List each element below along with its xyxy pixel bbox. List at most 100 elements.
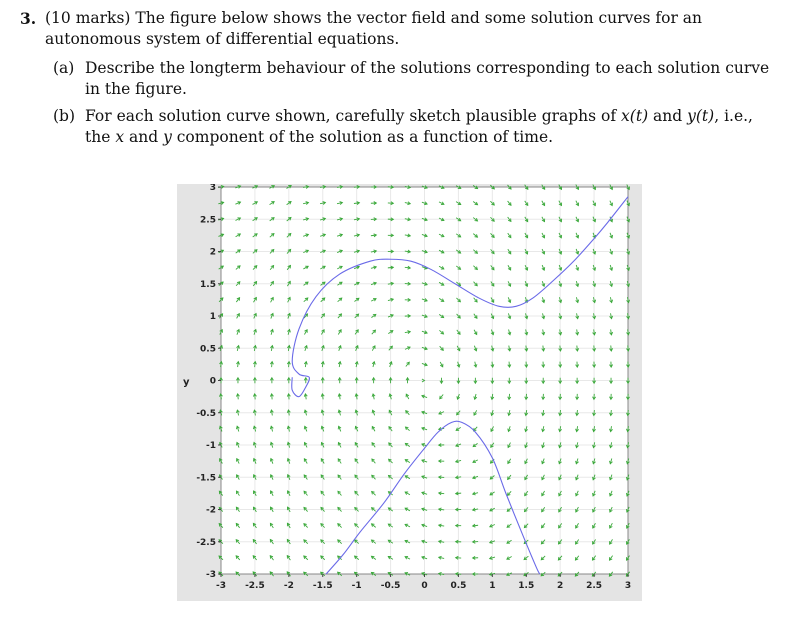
x-tick-label: -2.5 [245,581,265,591]
field-arrow-shaft [337,281,343,286]
field-arrow-shaft [303,458,308,464]
field-arrow-head [219,313,224,317]
field-arrow-shaft [558,539,563,545]
field-arrow [236,312,240,319]
field-arrow [541,490,545,497]
field-arrow-shaft [473,297,478,303]
field-arrow-head [507,364,512,368]
field-arrow [253,360,257,368]
field-arrow-shaft [489,524,496,528]
field-arrow-shaft [455,201,461,205]
field-arrow-shaft [270,329,274,335]
field-arrow-shaft [438,217,445,221]
field-arrow-shaft [455,459,462,463]
question-intro: (10 marks) The figure below shows the ve… [45,8,780,50]
field-arrow-shaft [421,330,428,334]
field-arrow [421,426,428,431]
field-arrow-head [557,556,562,561]
field-arrow-head [373,265,378,270]
field-arrow [575,297,580,304]
field-arrow-head [558,428,562,433]
field-arrow-head [541,412,546,417]
field-arrow-head [592,541,596,545]
field-arrow-shaft [337,474,342,480]
field-arrow-shaft [371,442,376,448]
field-arrow [490,377,495,385]
field-arrow-head [457,315,461,319]
field-arrow-shaft [421,217,428,221]
field-arrow-head [541,186,546,191]
solution-curves [291,196,629,575]
field-arrow-head [524,348,529,352]
field-arrow [490,297,495,304]
field-arrow [507,313,512,320]
field-arrow-shaft [355,426,359,432]
field-arrow-shaft [235,281,241,287]
field-arrow-shaft [354,474,359,480]
field-arrow [303,441,308,448]
field-arrow-head [269,571,274,575]
field-arrow-head [407,297,412,302]
field-arrow-shaft [626,264,630,271]
field-arrow-head [421,394,425,399]
field-arrow [235,490,240,496]
field-arrow [337,506,342,512]
field-arrow-head [388,393,393,398]
field-arrow-head [354,458,359,462]
field-arrow [541,200,546,207]
field-arrow [354,441,359,448]
field-arrow [609,329,614,336]
field-arrow [303,249,310,254]
field-arrow-head [303,506,307,511]
field-arrow-head [404,442,409,447]
field-arrow-head [388,442,392,446]
field-arrow [404,314,412,318]
field-arrow [626,361,630,368]
field-arrow-head [371,425,376,430]
field-arrow-shaft [303,249,309,254]
field-arrow-shaft [303,539,309,544]
field-arrow-head [437,555,442,560]
field-arrow-head [355,329,359,333]
field-arrow [558,200,563,207]
field-arrow-head [507,299,512,304]
field-arrow [473,265,478,271]
field-arrow-shaft [472,443,478,447]
field-arrow-shaft [609,297,613,303]
field-arrow-head [387,555,392,560]
field-arrow-head [471,507,476,512]
field-arrow-head [388,376,393,381]
field-arrow [454,507,462,512]
field-arrow-head [286,360,291,365]
field-arrow-head [424,282,428,286]
field-arrow-head [507,347,512,352]
field-arrow-head [322,249,327,254]
field-arrow-head [626,525,630,529]
field-arrow-head [558,364,563,368]
field-arrow [303,539,309,544]
field-arrow-head [541,331,546,336]
field-arrow [404,523,411,528]
field-arrow-shaft [473,265,478,270]
field-arrow [524,377,529,385]
field-arrow-head [269,360,274,365]
field-arrow-shaft [303,281,309,286]
field-arrow [235,296,241,303]
field-arrow-shaft [626,200,630,206]
field-arrow-head [592,476,596,481]
field-arrow-head [440,298,445,302]
field-arrow-shaft [405,426,410,432]
field-arrow-head [219,360,223,365]
field-arrow-shaft [540,555,546,561]
field-arrow-shaft [421,314,428,318]
field-arrow-shaft [439,394,444,400]
field-arrow-head [354,490,358,495]
field-arrow [370,281,378,286]
field-arrow [524,281,529,288]
field-arrow-shaft [320,265,326,270]
field-arrow [252,233,258,238]
field-arrow [371,329,377,335]
field-arrow [370,249,378,254]
field-arrow-head [575,364,580,368]
field-arrow [456,313,461,319]
